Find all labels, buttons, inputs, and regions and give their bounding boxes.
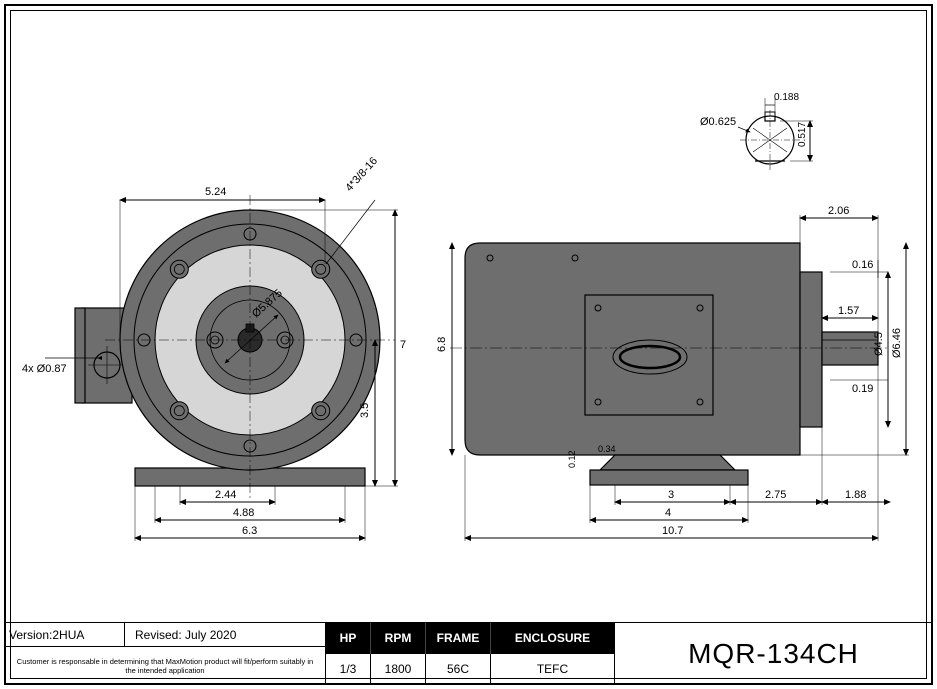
front-view bbox=[75, 195, 395, 500]
revised-cell: Revised: July 2020 bbox=[125, 623, 325, 646]
dim-1.88: 1.88 bbox=[845, 489, 866, 501]
dim-0.12: 0.12 bbox=[567, 450, 577, 468]
shaft bbox=[822, 332, 878, 365]
revised-label: Revised: bbox=[135, 628, 182, 642]
dim-7: 7 bbox=[400, 339, 406, 351]
spec-header-hp: HP bbox=[326, 623, 371, 654]
title-block: Version:2HUA Revised: July 2020 Customer… bbox=[5, 622, 932, 684]
dim-4x0.87: 4x Ø0.87 bbox=[22, 363, 67, 375]
spec-value-rpm: 1800 bbox=[371, 654, 426, 685]
version-value: 2HUA bbox=[52, 628, 84, 642]
dim-6.3: 6.3 bbox=[242, 525, 257, 537]
spec-value-hp: 1/3 bbox=[326, 654, 371, 685]
dim-4.88: 4.88 bbox=[233, 507, 254, 519]
dim-6.8: 6.8 bbox=[436, 337, 448, 352]
dim-10.7: 10.7 bbox=[662, 525, 683, 537]
dim-3.5: 3.5 bbox=[359, 403, 371, 418]
junction-box bbox=[585, 295, 713, 415]
shaft-detail: Ø0.625 0.188 0.517 bbox=[700, 92, 813, 170]
dim-1.57: 1.57 bbox=[838, 305, 859, 317]
spec-value-enclosure: TEFC bbox=[491, 654, 614, 685]
spec-header-enclosure: ENCLOSURE bbox=[491, 623, 614, 654]
dim-0.16: 0.16 bbox=[852, 259, 873, 271]
dim-4x38-16: 4*3/8-16 bbox=[343, 155, 380, 194]
dim-0.188: 0.188 bbox=[774, 92, 799, 103]
dim-6.46: Ø6.46 bbox=[891, 328, 903, 358]
dim-4.5: Ø4.5 bbox=[873, 332, 885, 356]
spec-table: HP RPM FRAME ENCLOSURE 1/3 1800 56C TEFC bbox=[325, 623, 615, 684]
disclaimer-text: Customer is responsable in determining t… bbox=[5, 647, 325, 684]
dim-0.517: 0.517 bbox=[797, 122, 808, 147]
dim-2.75: 2.75 bbox=[765, 489, 786, 501]
spec-value-frame: 56C bbox=[426, 654, 491, 685]
part-number: MQR-134CH bbox=[615, 623, 932, 684]
side-view bbox=[450, 243, 890, 485]
dim-4: 4 bbox=[665, 507, 671, 519]
version-label: Version: bbox=[9, 628, 52, 642]
drawing-area: 5.24 4*3/8-16 Ø5.875 4x Ø0.87 7 3.5 bbox=[20, 20, 917, 614]
dim-0.34: 0.34 bbox=[598, 444, 616, 454]
foot-lower bbox=[590, 470, 748, 485]
technical-drawing: 5.24 4*3/8-16 Ø5.875 4x Ø0.87 7 3.5 bbox=[20, 20, 920, 620]
revised-value: July 2020 bbox=[185, 628, 236, 642]
dim-2.06: 2.06 bbox=[828, 205, 849, 217]
spec-header-rpm: RPM bbox=[371, 623, 426, 654]
dim-5.24: 5.24 bbox=[205, 186, 226, 198]
dim-0.625: Ø0.625 bbox=[700, 116, 736, 128]
foot-upper bbox=[600, 455, 735, 470]
version-cell: Version:2HUA bbox=[5, 623, 125, 646]
dim-3: 3 bbox=[668, 489, 674, 501]
drawing-sheet: 5.24 4*3/8-16 Ø5.875 4x Ø0.87 7 3.5 bbox=[0, 0, 937, 689]
dim-2.44: 2.44 bbox=[215, 489, 236, 501]
spec-header-frame: FRAME bbox=[426, 623, 491, 654]
end-plate bbox=[800, 272, 822, 427]
dim-0.19: 0.19 bbox=[852, 383, 873, 395]
